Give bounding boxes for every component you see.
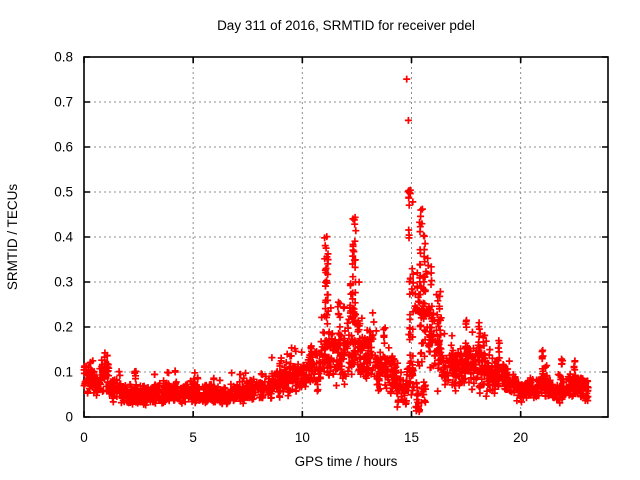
- y-tick-label: 0.4: [54, 230, 73, 245]
- x-tick-label: 15: [404, 430, 419, 445]
- x-tick-label: 0: [80, 430, 88, 445]
- chart-title: Day 311 of 2016, SRMTID for receiver pde…: [217, 18, 475, 33]
- data-points: [80, 75, 592, 416]
- y-tick-label: 0.3: [54, 275, 73, 290]
- y-axis-label: SRMTID / TECUs: [5, 184, 20, 291]
- x-tick-label: 5: [189, 430, 197, 445]
- x-tick-label: 10: [295, 430, 310, 445]
- x-axis-label: GPS time / hours: [295, 454, 398, 469]
- y-tick-label: 0.2: [54, 320, 73, 335]
- x-tick-label: 20: [513, 430, 528, 445]
- y-tick-label: 0.5: [54, 185, 73, 200]
- y-tick-labels: 0 0.1 0.2 0.3 0.4 0.5 0.6 0.7 0.8: [54, 50, 73, 425]
- y-tick-label: 0.6: [54, 140, 73, 155]
- x-tick-labels: 0 5 10 15 20: [80, 430, 528, 445]
- y-tick-label: 0: [65, 410, 73, 425]
- y-tick-label: 0.1: [54, 365, 73, 380]
- y-tick-label: 0.7: [54, 95, 73, 110]
- grid-lines: [84, 57, 608, 417]
- y-tick-label: 0.8: [54, 50, 73, 65]
